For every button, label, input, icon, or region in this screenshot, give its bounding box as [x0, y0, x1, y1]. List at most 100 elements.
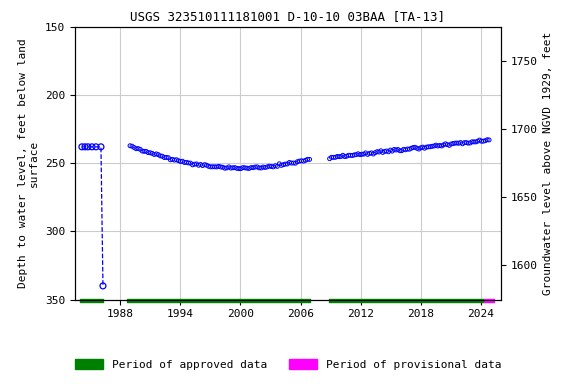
- Point: [194, 162, 203, 168]
- Point: [437, 143, 446, 149]
- Point: [238, 164, 248, 170]
- Point: [456, 139, 465, 146]
- Point: [236, 166, 245, 172]
- Point: [460, 139, 469, 146]
- Point: [135, 146, 145, 152]
- Point: [276, 162, 286, 169]
- Point: [281, 161, 290, 167]
- Point: [247, 164, 256, 170]
- Point: [327, 154, 336, 161]
- Point: [188, 162, 197, 168]
- Point: [392, 147, 401, 153]
- Point: [359, 151, 369, 157]
- Point: [182, 159, 191, 166]
- Point: [287, 160, 296, 166]
- Point: [336, 154, 346, 160]
- Point: [369, 151, 378, 157]
- Point: [355, 152, 365, 158]
- Point: [403, 146, 412, 152]
- Point: [263, 164, 272, 170]
- Point: [454, 140, 463, 146]
- Point: [228, 165, 237, 171]
- Point: [170, 157, 179, 163]
- Point: [376, 148, 385, 154]
- Point: [424, 144, 433, 150]
- Point: [443, 142, 452, 148]
- Point: [471, 139, 480, 145]
- Point: [80, 144, 89, 150]
- Y-axis label: Groundwater level above NGVD 1929, feet: Groundwater level above NGVD 1929, feet: [543, 31, 554, 295]
- Point: [283, 161, 292, 167]
- Point: [367, 150, 376, 156]
- Point: [338, 152, 347, 158]
- Point: [401, 147, 410, 153]
- Point: [399, 146, 408, 152]
- Point: [138, 148, 147, 154]
- Point: [393, 146, 403, 152]
- Point: [408, 144, 418, 151]
- Point: [190, 161, 199, 167]
- Legend: Period of approved data, Period of provisional data: Period of approved data, Period of provi…: [70, 355, 506, 375]
- Point: [420, 145, 429, 151]
- Point: [178, 158, 187, 164]
- Point: [77, 144, 86, 150]
- Point: [332, 153, 342, 159]
- Point: [264, 163, 274, 169]
- Point: [458, 141, 467, 147]
- Point: [259, 164, 268, 170]
- Point: [295, 158, 304, 164]
- Point: [370, 150, 380, 156]
- Point: [88, 144, 97, 150]
- Point: [143, 149, 153, 156]
- Point: [329, 154, 338, 161]
- Point: [186, 160, 195, 166]
- Point: [230, 165, 240, 171]
- Point: [351, 152, 361, 158]
- Point: [384, 149, 393, 155]
- Point: [363, 151, 372, 157]
- Point: [450, 140, 460, 146]
- Point: [388, 148, 397, 154]
- Point: [386, 147, 395, 153]
- Point: [483, 137, 492, 143]
- Point: [397, 147, 406, 154]
- Point: [435, 142, 444, 149]
- Point: [208, 164, 217, 170]
- Point: [160, 154, 169, 161]
- Point: [174, 157, 183, 164]
- Point: [414, 146, 423, 152]
- Point: [180, 159, 189, 166]
- Y-axis label: Depth to water level, feet below land
surface: Depth to water level, feet below land su…: [18, 38, 39, 288]
- Point: [305, 156, 314, 162]
- Point: [473, 138, 482, 144]
- Point: [430, 143, 439, 149]
- Point: [200, 162, 209, 168]
- Point: [162, 154, 171, 161]
- Point: [344, 152, 353, 158]
- Point: [422, 144, 431, 150]
- Point: [216, 164, 225, 170]
- Point: [210, 164, 219, 170]
- Point: [234, 166, 244, 172]
- Point: [96, 144, 105, 150]
- Point: [405, 146, 414, 152]
- Point: [192, 161, 201, 167]
- Point: [395, 148, 404, 154]
- Point: [131, 146, 141, 152]
- Point: [168, 156, 177, 162]
- Point: [354, 151, 363, 157]
- Point: [350, 152, 359, 158]
- Point: [299, 158, 308, 164]
- Point: [222, 165, 232, 171]
- Point: [418, 144, 427, 150]
- Point: [467, 139, 476, 145]
- Point: [340, 154, 350, 160]
- Point: [412, 145, 422, 151]
- Point: [240, 165, 249, 171]
- Point: [224, 164, 233, 170]
- Point: [256, 165, 266, 171]
- Point: [335, 154, 344, 160]
- Point: [212, 164, 221, 170]
- Point: [462, 139, 471, 146]
- Point: [477, 138, 486, 144]
